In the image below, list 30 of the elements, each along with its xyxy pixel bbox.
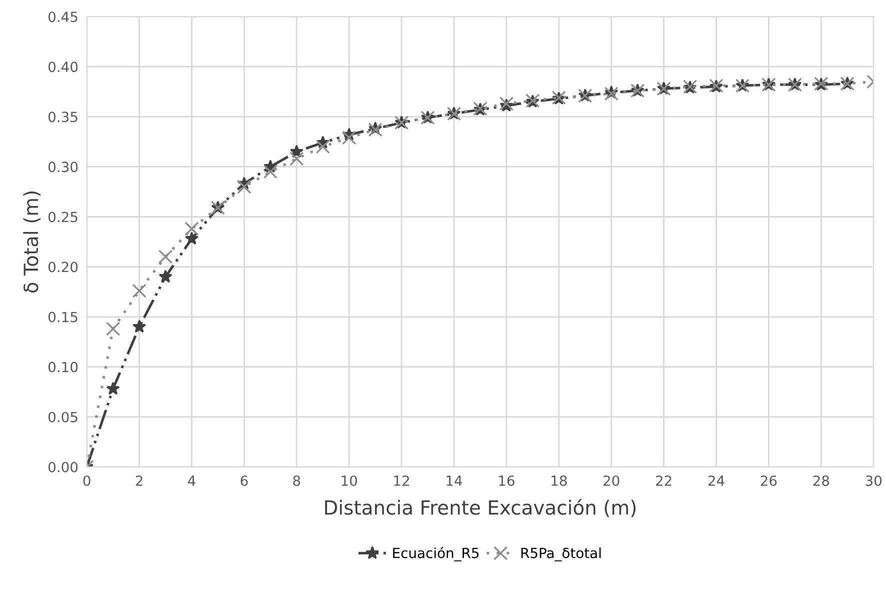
y-tick-label: 0.15 [48,312,78,322]
x-tick-label: 20 [604,475,620,486]
x-tick-label: 10 [342,475,357,486]
x-tick-label: 30 [866,475,882,486]
x-tick-label: 26 [760,475,777,486]
y-tick-label: 0.45 [48,12,78,22]
x-tick-label: 24 [708,475,724,486]
y-tick-label: 0.40 [48,62,78,72]
y-tick-label: 0.30 [48,162,78,172]
x-tick-label: 12 [394,475,409,486]
x-tick-label: 14 [446,476,462,486]
y-tick-label: 0.05 [48,412,78,422]
y-tick-label: 0.20 [48,262,78,272]
x-tick-label: 6 [240,475,248,486]
x-tick-label: 18 [552,475,567,486]
y-axis-title: δ Total (m) [23,192,41,293]
x-tick-label: 16 [499,475,514,486]
x-tick-label: 8 [293,475,300,486]
y-tick-label: 0.00 [48,462,78,472]
x-tick-label: 4 [188,476,196,486]
y-tick-label: 0.25 [48,212,78,222]
legend-label: R5Pa_δtotal [521,547,601,562]
legend-label: Ecuación_R5 [393,546,479,562]
x-tick-label: 22 [656,475,672,486]
y-tick-label: 0.10 [48,362,78,372]
x-tick-label: 2 [136,475,142,486]
x-tick-label: 28 [813,475,830,486]
y-tick-label: 0.35 [48,112,78,122]
x-axis-title: Distancia Frente Excavación (m) [325,498,636,518]
x-tick-label: 0 [83,475,90,486]
